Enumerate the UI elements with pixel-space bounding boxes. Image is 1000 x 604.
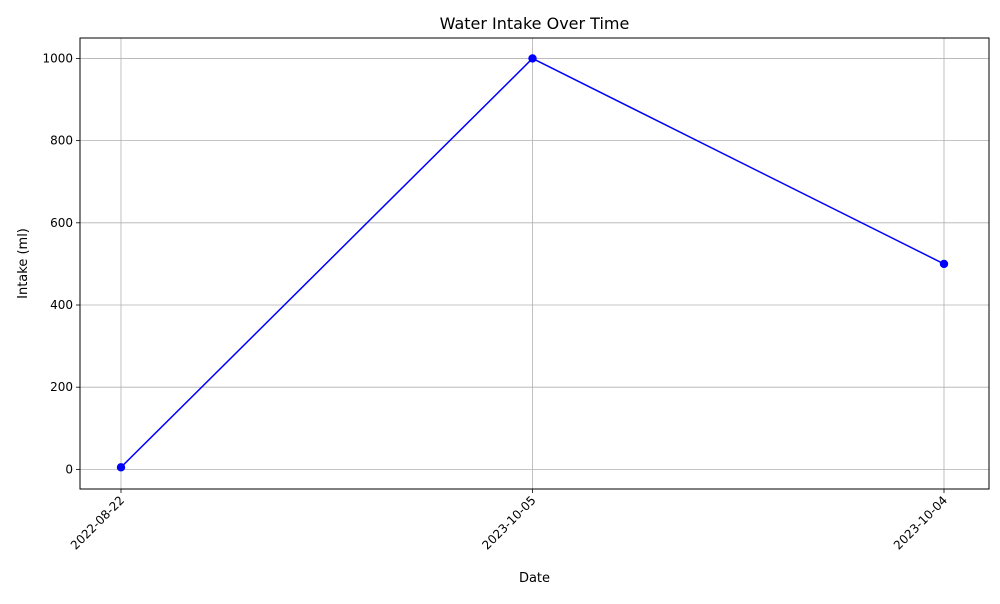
- data-point: [528, 54, 537, 63]
- y-tick-label: 600: [50, 216, 73, 230]
- chart-title: Water Intake Over Time: [440, 14, 630, 33]
- plot-frame: [79, 37, 990, 490]
- data-point: [116, 463, 126, 472]
- y-tick-label: 0: [65, 462, 73, 476]
- y-axis-label: Intake (ml): [16, 228, 31, 299]
- y-tick-label: 400: [50, 298, 73, 312]
- data-point: [939, 259, 949, 269]
- y-tick-label: 200: [50, 380, 73, 394]
- x-axis-label: Date: [519, 571, 550, 586]
- series-layer: [116, 54, 949, 472]
- y-tick-label: 800: [50, 134, 73, 148]
- y-tick-label: 1000: [42, 51, 73, 65]
